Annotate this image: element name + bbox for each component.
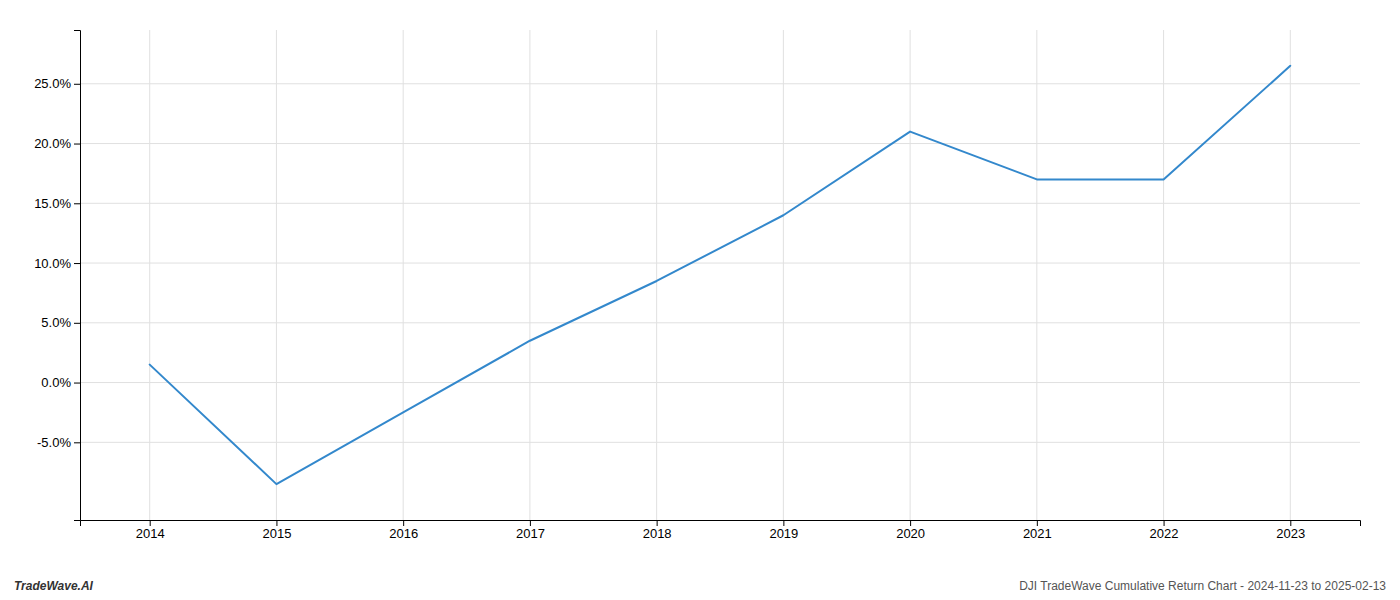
chart: 2014 2015 2016 2017 2018 2019 2020 2021 2022 2023… [0, 0, 1400, 600]
tick-mark [74, 144, 80, 145]
tick-mark [657, 520, 658, 526]
tick-label: 2018 [643, 526, 672, 541]
tick: 15.0% [34, 196, 80, 211]
tick-label: 2014 [136, 526, 165, 541]
tick-label: 2021 [1023, 526, 1052, 541]
tick-label: 2020 [896, 526, 925, 541]
grid-line [80, 263, 1360, 264]
tick-mark [276, 520, 277, 526]
tick: 10.0% [34, 256, 80, 271]
tick-label: 0.0% [41, 375, 71, 390]
tick-mark [74, 323, 80, 324]
tick: 2014 [136, 520, 165, 541]
tick: 0.0% [41, 375, 80, 390]
tick-label: 2019 [769, 526, 798, 541]
plot-area: 2014 2015 2016 2017 2018 2019 2020 2021 2022 2023… [34, 30, 1360, 541]
axis-line [74, 31, 81, 521]
tick-label: 15.0% [34, 196, 71, 211]
tick-label: -5.0% [37, 435, 71, 450]
tick-mark [783, 520, 784, 526]
tick: 2017 [516, 520, 545, 541]
tick: 5.0% [41, 315, 80, 330]
grid-line [80, 442, 1360, 443]
grid-line [1290, 30, 1291, 520]
grid [80, 30, 1360, 520]
tick: 2016 [389, 520, 418, 541]
tick-label: 2022 [1150, 526, 1179, 541]
grid-line [910, 30, 911, 520]
tick-mark [1037, 520, 1038, 526]
grid-line [149, 30, 150, 520]
tick: 2018 [643, 520, 672, 541]
y-axis: -5.0% 0.0% 5.0% 10.0% 15.0% 20.0% 25.0% [34, 31, 80, 521]
x-axis: 2014 2015 2016 2017 2018 2019 2020 2021 2022 2023 [81, 520, 1361, 541]
tick-mark [530, 520, 531, 526]
tick: 20.0% [34, 136, 80, 151]
tick-label: 20.0% [34, 136, 71, 151]
tick-mark [74, 263, 80, 264]
tick-label: 2023 [1276, 526, 1305, 541]
grid-line [80, 322, 1360, 323]
grid-line [276, 30, 277, 520]
grid-line [783, 30, 784, 520]
footer-right: DJI TradeWave Cumulative Return Chart - … [1019, 579, 1386, 593]
tick-label: 2015 [262, 526, 291, 541]
tick-label: 2016 [389, 526, 418, 541]
grid-line [656, 30, 657, 520]
grid-line [403, 30, 404, 520]
tick-mark [74, 203, 80, 204]
tick-mark [150, 520, 151, 526]
grid-line [80, 382, 1360, 383]
footer-left: TradeWave.AI [14, 579, 94, 593]
tick-mark [74, 442, 80, 443]
marks [150, 66, 1291, 484]
tick-label: 5.0% [41, 315, 71, 330]
tick: 2021 [1023, 520, 1052, 541]
line [150, 66, 1291, 484]
tick: 2019 [769, 520, 798, 541]
axis-line [81, 521, 1361, 527]
tick: 2020 [896, 520, 925, 541]
footer: TradeWave.AI DJI TradeWave Cumulative Ret… [14, 579, 1386, 593]
tick-mark [74, 84, 80, 85]
tick-label: 10.0% [34, 256, 71, 271]
tick-mark [1164, 520, 1165, 526]
tick-mark [910, 520, 911, 526]
tick-mark [74, 383, 80, 384]
grid-line [80, 143, 1360, 144]
tick-mark [1290, 520, 1291, 526]
grid-line [80, 83, 1360, 84]
tick-label: 2017 [516, 526, 545, 541]
tick: -5.0% [37, 435, 80, 450]
grid-line [529, 30, 530, 520]
tick: 2015 [262, 520, 291, 541]
grid-line [1036, 30, 1037, 520]
grid-line [1163, 30, 1164, 520]
tick: 25.0% [34, 76, 80, 91]
tick: 2023 [1276, 520, 1305, 541]
tick: 2022 [1150, 520, 1179, 541]
tick-mark [403, 520, 404, 526]
grid-line [80, 203, 1360, 204]
tick-label: 25.0% [34, 76, 71, 91]
